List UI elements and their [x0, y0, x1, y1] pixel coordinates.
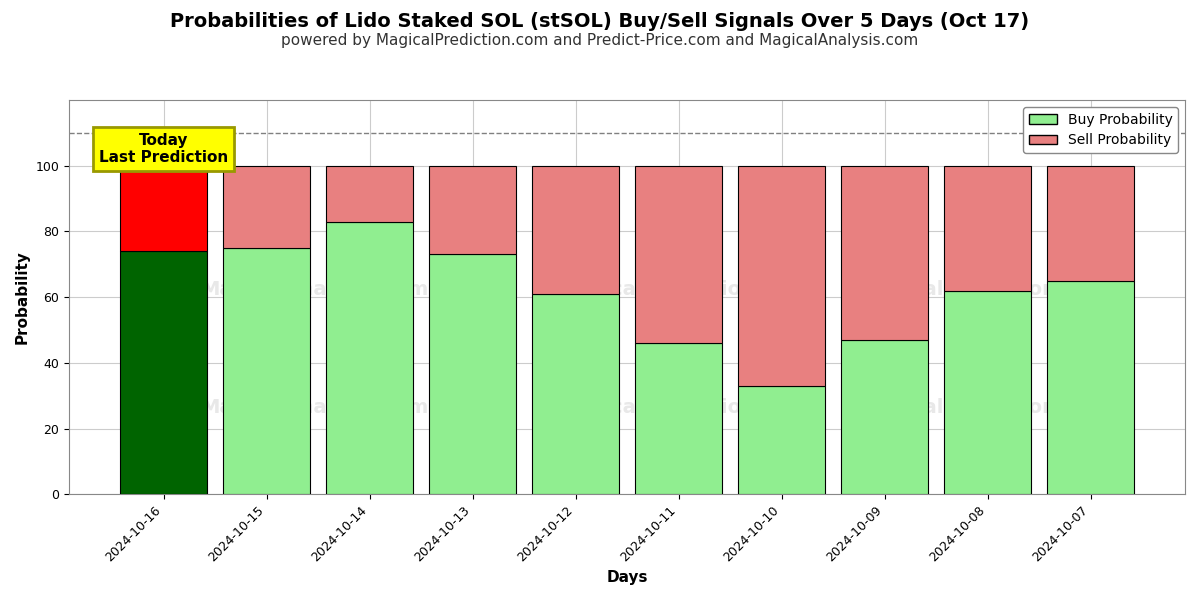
- Bar: [841, 340, 929, 494]
- Text: MagicalAnalysis.com: MagicalAnalysis.com: [200, 398, 428, 417]
- Bar: [635, 166, 722, 343]
- Text: MagicalPrediction.com: MagicalPrediction.com: [558, 398, 808, 417]
- Bar: [532, 294, 619, 494]
- Bar: [635, 343, 722, 494]
- Bar: [326, 166, 413, 221]
- Text: Probabilities of Lido Staked SOL (stSOL) Buy/Sell Signals Over 5 Days (Oct 17): Probabilities of Lido Staked SOL (stSOL)…: [170, 12, 1030, 31]
- Legend: Buy Probability, Sell Probability: Buy Probability, Sell Probability: [1024, 107, 1178, 153]
- Bar: [738, 386, 826, 494]
- Bar: [223, 248, 311, 494]
- Bar: [841, 166, 929, 340]
- X-axis label: Days: Days: [606, 570, 648, 585]
- Text: MagicalPrediction.com: MagicalPrediction.com: [558, 280, 808, 299]
- Bar: [428, 254, 516, 494]
- Y-axis label: Probability: Probability: [16, 250, 30, 344]
- Text: MagicalPrediction.com: MagicalPrediction.com: [859, 398, 1109, 417]
- Bar: [943, 290, 1031, 494]
- Text: MagicalPrediction.com: MagicalPrediction.com: [859, 280, 1109, 299]
- Bar: [223, 166, 311, 248]
- Bar: [738, 166, 826, 386]
- Text: MagicalAnalysis.com: MagicalAnalysis.com: [200, 280, 428, 299]
- Bar: [120, 166, 208, 251]
- Bar: [532, 166, 619, 294]
- Bar: [428, 166, 516, 254]
- Bar: [120, 251, 208, 494]
- Bar: [943, 166, 1031, 290]
- Bar: [1046, 281, 1134, 494]
- Bar: [326, 221, 413, 494]
- Text: Today
Last Prediction: Today Last Prediction: [100, 133, 228, 165]
- Bar: [1046, 166, 1134, 281]
- Text: powered by MagicalPrediction.com and Predict-Price.com and MagicalAnalysis.com: powered by MagicalPrediction.com and Pre…: [281, 33, 919, 48]
